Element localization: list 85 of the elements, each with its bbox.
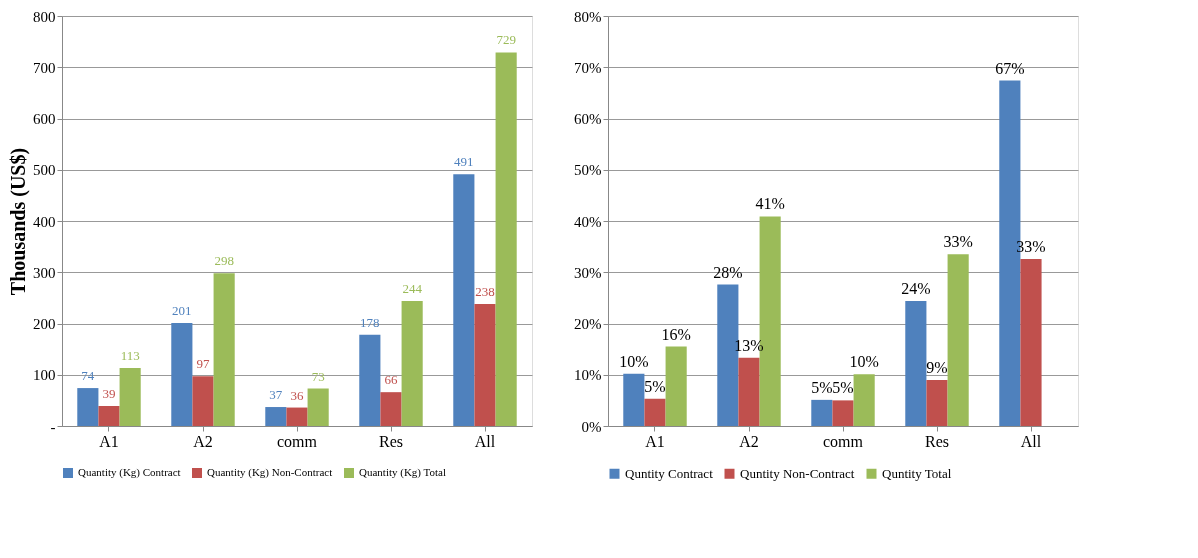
data-label: 729 (496, 32, 516, 48)
y-tick-label: 700 (33, 59, 56, 76)
data-label: 10% (849, 353, 879, 371)
y-tick-label: 80% (574, 8, 602, 25)
bar (307, 388, 329, 426)
bar (474, 304, 496, 426)
bar (665, 346, 687, 426)
bar (401, 300, 423, 426)
data-label: 238 (475, 284, 495, 300)
x-tick-label: A1 (645, 432, 665, 450)
legend-label: Quantity (Kg) Non-Contract (207, 466, 333, 479)
data-label: 24% (901, 279, 931, 297)
data-label: 28% (713, 263, 743, 281)
legend-label: Quntity Non-Contract (740, 465, 855, 481)
y-tick-label: 500 (33, 162, 56, 179)
y-axis-title: Thousands (US$) (7, 147, 30, 296)
y-tick-label: 0% (581, 418, 602, 435)
bar (359, 334, 381, 426)
bar (213, 273, 235, 426)
bar (380, 392, 402, 426)
data-label: 33% (943, 233, 973, 251)
y-tick-label: 800 (33, 8, 56, 25)
bar (286, 407, 308, 426)
data-label: 10% (619, 352, 649, 370)
bar (644, 398, 666, 426)
bar (905, 300, 927, 426)
x-tick-label: All (1020, 432, 1042, 450)
data-label: 66 (384, 372, 398, 388)
data-label: 113 (120, 348, 140, 364)
y-tick-label: 400 (33, 213, 56, 230)
data-label: 39 (102, 386, 116, 402)
x-tick-label: A2 (193, 432, 213, 450)
legend-label: Quantity (Kg) Total (359, 466, 447, 479)
data-label: 244 (402, 280, 423, 296)
bar (453, 174, 475, 426)
data-label: 16% (661, 325, 691, 343)
legend-label: Quntity Contract (625, 465, 714, 481)
y-tick-label: 30% (574, 264, 602, 281)
bar (265, 407, 287, 426)
legend-label: Quantity (Kg) Contract (78, 466, 181, 479)
bar (811, 399, 833, 426)
bar (1020, 258, 1042, 426)
y-tick-label: 100 (33, 367, 56, 384)
y-tick-label: 40% (574, 213, 602, 230)
bar (832, 400, 854, 426)
data-label: 5% (644, 377, 666, 395)
data-label: 9% (926, 358, 948, 376)
data-label: 5% (811, 378, 833, 396)
x-tick-label: All (474, 432, 496, 450)
x-tick-label: A1 (99, 432, 119, 450)
data-label: 5% (832, 379, 854, 397)
bar (623, 373, 645, 426)
y-tick-label: - (50, 418, 56, 435)
y-tick-label: 200 (33, 316, 56, 332)
bar (192, 376, 214, 426)
y-tick-label: 50% (574, 162, 602, 179)
y-tick-label: 70% (574, 59, 602, 76)
y-tick-label: 300 (33, 264, 56, 281)
y-tick-label: 600 (33, 111, 56, 127)
data-label: 41% (755, 195, 785, 213)
x-tick-label: comm (277, 432, 318, 450)
bar (853, 374, 875, 426)
x-tick-label: Res (925, 432, 949, 450)
bar (98, 406, 120, 426)
data-label: 298 (214, 253, 234, 269)
data-label: 37 (269, 387, 283, 403)
x-tick-label: A2 (739, 432, 759, 450)
data-label: 201 (172, 302, 192, 318)
bar (171, 322, 193, 426)
bar (947, 254, 969, 426)
bar (738, 357, 760, 426)
bar (77, 388, 99, 426)
y-tick-label: 60% (574, 111, 602, 127)
bar (926, 379, 948, 426)
data-label: 36 (290, 387, 304, 403)
data-label: 491 (454, 154, 474, 170)
y-tick-label: 10% (574, 367, 602, 384)
bar (119, 368, 141, 426)
y-tick-label: 20% (574, 316, 602, 332)
data-label: 97 (196, 356, 210, 372)
data-label: 67% (995, 59, 1025, 77)
x-tick-label: Res (379, 432, 403, 450)
x-tick-label: comm (823, 432, 864, 450)
legend-label: Quntity Total (882, 465, 952, 481)
bar (495, 52, 517, 426)
